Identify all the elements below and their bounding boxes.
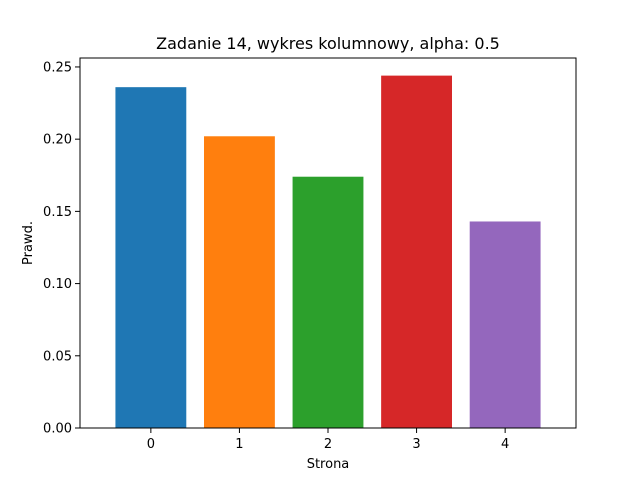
y-tick-label: 0.20 [43, 133, 72, 148]
bar-1 [204, 136, 275, 428]
bars-group [115, 75, 541, 429]
chart-title: Zadanie 14, wykres kolumnowy, alpha: 0.5 [156, 34, 500, 53]
x-tick-label: 1 [235, 437, 243, 452]
x-tick-label: 0 [147, 437, 155, 452]
y-axis-ticks: 0.00 0.05 0.10 0.15 0.20 0.25 [43, 60, 80, 437]
axes-frame [79, 57, 577, 429]
y-tick-label: 0.05 [43, 349, 72, 364]
y-tick-label: 0.25 [43, 60, 72, 75]
bar-2 [292, 176, 364, 428]
x-axis-ticks: 0 1 2 3 4 [147, 428, 509, 452]
x-tick-label: 4 [501, 437, 509, 452]
y-tick-label: 0.15 [43, 205, 72, 220]
x-tick-label: 2 [324, 437, 332, 452]
y-tick-label: 0.00 [43, 422, 72, 437]
bar-0 [115, 87, 187, 429]
x-tick-label: 3 [412, 437, 420, 452]
x-axis-label: Strona [307, 457, 350, 472]
y-tick-label: 0.10 [43, 277, 72, 292]
bar-4 [469, 221, 541, 428]
bar-3 [381, 75, 452, 429]
y-axis-label: Prawd. [21, 221, 36, 265]
